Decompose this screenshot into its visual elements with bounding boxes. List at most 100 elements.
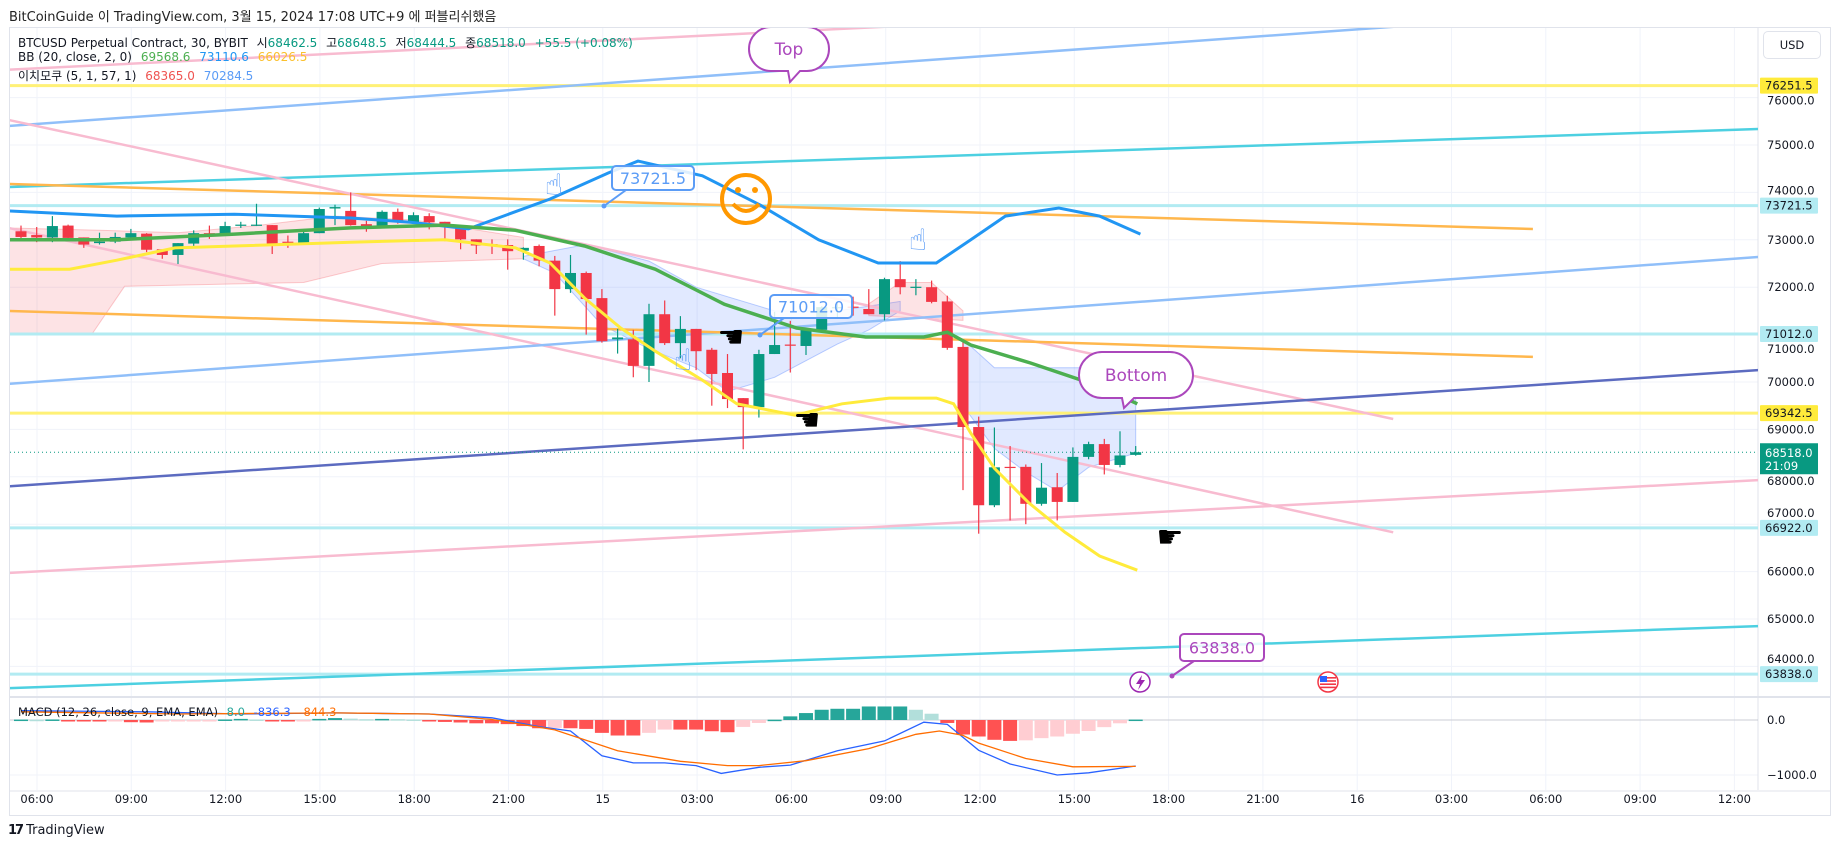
candle[interactable] [926, 280, 938, 304]
candle[interactable] [596, 289, 608, 343]
candle[interactable] [282, 235, 294, 248]
candle[interactable] [941, 295, 953, 350]
candle[interactable] [345, 192, 357, 226]
candle[interactable] [737, 398, 749, 450]
candle[interactable] [706, 347, 718, 406]
candle[interactable] [329, 204, 341, 226]
close-value: 68518.0 [476, 36, 526, 50]
candle[interactable] [408, 212, 419, 223]
pointing-hand-icon[interactable]: ☛ [1157, 520, 1184, 555]
candle-body [722, 372, 733, 400]
candle[interactable] [1130, 446, 1142, 456]
candle[interactable] [1036, 463, 1047, 506]
candle[interactable] [674, 316, 686, 359]
candle[interactable] [910, 279, 922, 296]
price-note-63838-box [1179, 633, 1265, 662]
trendline[interactable] [1, 26, 901, 71]
bb-lower-line [10, 238, 1138, 572]
time-tick-label: 09:00 [869, 792, 902, 806]
candle-body [910, 286, 922, 288]
trendline[interactable] [8, 127, 1759, 189]
trendline[interactable] [8, 26, 1404, 128]
smiley-icon[interactable] [720, 173, 772, 225]
candle[interactable] [125, 228, 137, 239]
price-note-71012[interactable]: 71012.0 [757, 294, 853, 338]
candle-body [894, 279, 906, 288]
candle-body [596, 298, 608, 342]
candle[interactable] [879, 277, 890, 321]
main-pane[interactable]: Top Bottom 73721.5 71012.0 63838.0 ☝ ☝ ☝ ☚ ☚ ☛ [1, 26, 1759, 690]
candle[interactable] [141, 233, 153, 253]
bottom-callout[interactable]: Bottom [1078, 351, 1194, 411]
candle-body [282, 241, 294, 243]
trendline[interactable] [8, 368, 1759, 488]
currency-button[interactable]: USD [1763, 31, 1821, 59]
lightning-event-icon[interactable] [1129, 671, 1151, 693]
candle[interactable] [46, 216, 58, 243]
candle[interactable] [800, 329, 812, 355]
candle[interactable] [580, 271, 592, 335]
candle[interactable] [235, 221, 247, 228]
candle[interactable] [894, 261, 906, 295]
pointing-hand-icon[interactable]: ☚ [718, 320, 745, 355]
candle[interactable] [612, 328, 624, 354]
macd-pane[interactable] [10, 706, 1758, 776]
ichimoku-legend[interactable]: 이치모쿠 (5, 1, 57, 1) 68365.0 70284.5 [18, 67, 258, 84]
price-note-73721-box [611, 165, 695, 191]
macd-histogram-bar [171, 720, 185, 722]
price-note-73721-anchor [601, 203, 607, 209]
candle[interactable] [565, 254, 576, 293]
candle[interactable] [784, 320, 796, 373]
time-tick-label: 06:00 [1529, 792, 1562, 806]
candle[interactable] [1067, 447, 1079, 502]
macd-histogram-bar [61, 720, 76, 722]
candle[interactable] [517, 247, 529, 260]
candle[interactable] [1083, 441, 1095, 460]
candle[interactable] [188, 230, 200, 249]
candle[interactable] [863, 289, 875, 315]
candle[interactable] [1020, 464, 1032, 525]
pointing-hand-icon[interactable]: ☝ [909, 223, 927, 258]
tradingview-logo[interactable]: 17 TradingView [8, 823, 105, 838]
pointing-hand-icon[interactable]: ☝ [545, 168, 563, 203]
pointing-hand-icon[interactable]: ☚ [794, 403, 821, 438]
trendline[interactable] [8, 309, 1533, 359]
candle-body [15, 231, 27, 237]
candle[interactable] [643, 303, 655, 382]
trendline[interactable] [8, 255, 1759, 386]
top-callout[interactable]: Top [748, 27, 830, 85]
candle[interactable] [847, 296, 859, 316]
candle[interactable] [753, 349, 765, 418]
macd-histogram-bar [861, 706, 876, 720]
trendline[interactable] [8, 478, 1759, 575]
symbol-title[interactable]: BTCUSD Perpetual Contract, 30, BYBIT [18, 36, 248, 50]
bb-lower-value: 66026.5 [257, 50, 308, 64]
candle[interactable] [1051, 473, 1063, 521]
pointing-hand-icon[interactable]: ☝ [674, 343, 692, 378]
candle[interactable] [659, 300, 671, 346]
candle[interactable] [266, 225, 278, 255]
trendline[interactable] [8, 624, 1759, 690]
candle[interactable] [298, 230, 310, 244]
macd-histogram-bar [1034, 720, 1049, 739]
candle[interactable] [1114, 431, 1126, 468]
candle[interactable] [455, 226, 467, 250]
candle[interactable] [973, 416, 985, 534]
macd-histogram-bar [987, 720, 1002, 740]
macd-histogram-bar [642, 720, 656, 733]
candle[interactable] [690, 328, 702, 371]
ichimoku-b-value: 70284.5 [203, 69, 254, 83]
time-tick-label: 16 [1350, 792, 1365, 806]
macd-histogram-bar [971, 720, 986, 737]
bb-legend[interactable]: BB (20, close, 2, 0) 69568.6 73110.6 660… [18, 50, 312, 64]
candle[interactable] [1098, 438, 1110, 475]
price-tick-label: 69000.0 [1767, 422, 1815, 436]
price-note-73721[interactable]: 73721.5 [601, 165, 695, 209]
macd-legend[interactable]: MACD (12, 26, close, 9, EMA, EMA) 8.0 -8… [18, 705, 341, 719]
candle[interactable] [957, 341, 969, 491]
us-flag-event-icon[interactable] [1317, 671, 1339, 693]
candle[interactable] [533, 244, 545, 267]
ichimoku-a-value: 68365.0 [145, 69, 195, 83]
price-note-63838[interactable]: 63838.0 [1169, 633, 1265, 679]
